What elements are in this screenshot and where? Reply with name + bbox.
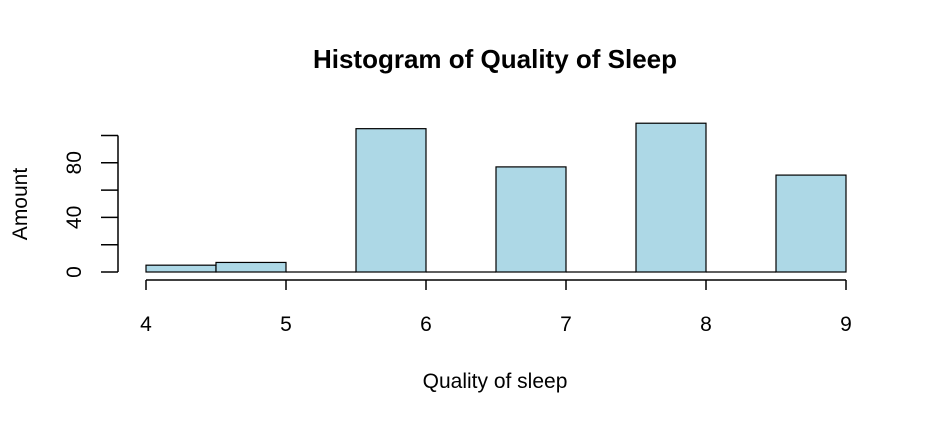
y-tick-label-0: 0 xyxy=(63,266,86,278)
chart-title: Histogram of Quality of Sleep xyxy=(313,44,677,74)
histogram-bar-5 xyxy=(495,166,567,273)
histogram-bar-0 xyxy=(145,264,217,273)
x-tick-label-4: 8 xyxy=(700,313,712,336)
histogram-bar-3 xyxy=(355,128,427,273)
histogram-bar-1 xyxy=(215,261,287,273)
y-tick-label-2: 80 xyxy=(63,151,86,174)
x-tick-label-5: 9 xyxy=(840,313,852,336)
bars-group xyxy=(145,122,847,273)
x-tick-label-0: 4 xyxy=(140,313,152,336)
histogram-bar-7 xyxy=(635,122,707,273)
x-tick-label-1: 5 xyxy=(280,313,292,336)
y-axis: 0 40 80 xyxy=(63,134,119,278)
x-tick-label-3: 7 xyxy=(560,313,572,336)
y-tick-label-1: 40 xyxy=(63,206,86,229)
histogram-bar-9 xyxy=(775,174,847,273)
x-axis: 4 5 6 7 8 9 xyxy=(140,279,852,336)
y-axis-label: Amount xyxy=(9,168,32,241)
x-axis-label: Quality of sleep xyxy=(423,370,568,393)
x-tick-label-2: 6 xyxy=(420,313,432,336)
